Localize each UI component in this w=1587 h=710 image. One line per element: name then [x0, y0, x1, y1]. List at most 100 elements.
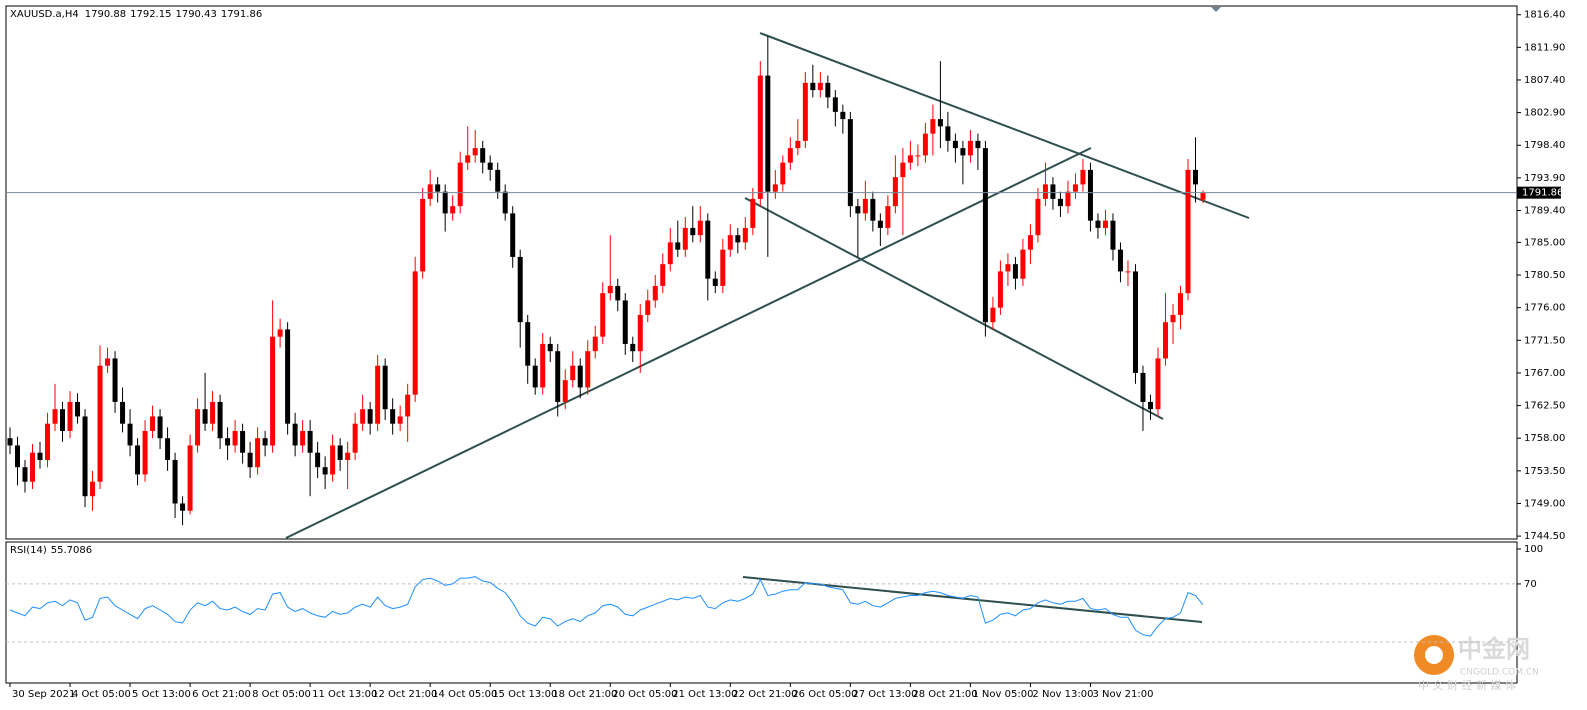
candle-body — [345, 452, 351, 460]
candle-body — [315, 452, 321, 468]
candle-body — [1140, 372, 1146, 402]
y-tick-label: 1793.90 — [1524, 173, 1565, 184]
candle-body — [727, 235, 733, 250]
candle-body — [195, 409, 201, 446]
y-tick-label: 1753.50 — [1524, 466, 1565, 477]
candle-body — [307, 430, 313, 453]
candle-body — [870, 198, 876, 221]
candle-body — [1117, 249, 1123, 272]
candle-body — [585, 351, 591, 388]
candle-body — [247, 452, 253, 468]
candle-body — [22, 467, 28, 482]
candle-body — [847, 119, 853, 207]
y-tick-label: 1758.00 — [1524, 433, 1565, 444]
candle-body — [645, 300, 651, 315]
candle-body — [1080, 169, 1086, 185]
candle-body — [45, 423, 51, 460]
candle-body — [255, 438, 261, 468]
candle-body — [465, 155, 471, 163]
high: 1792.15 — [130, 9, 171, 20]
candle-body — [660, 264, 666, 286]
candle-body — [1057, 198, 1063, 207]
candle-body — [180, 503, 186, 511]
chart-header: XAUUSD.a,H4 1790.88 1792.15 1790.43 1791.86 — [10, 9, 262, 20]
candle-body — [435, 184, 441, 192]
symbol: XAUUSD.a,H4 — [10, 9, 79, 20]
candle-body — [285, 329, 291, 424]
candle-body — [1132, 271, 1138, 373]
x-tick-label: 22 Oct 21:00 — [732, 689, 797, 700]
candle-body — [97, 365, 103, 482]
candle-body — [817, 82, 823, 91]
candle-body — [720, 249, 726, 286]
trendline — [742, 576, 1203, 623]
candle-body — [705, 220, 711, 279]
candle-body — [450, 206, 456, 214]
close: 1791.86 — [221, 9, 262, 20]
candle-body — [975, 140, 981, 149]
candle-body — [652, 285, 658, 301]
candle-body — [1185, 169, 1191, 294]
candle-body — [165, 438, 171, 460]
candle-body — [562, 380, 568, 402]
x-tick-label: 12 Oct 21:00 — [372, 689, 437, 700]
candle-body — [1125, 271, 1131, 273]
candle-body — [832, 97, 838, 112]
candle-body — [525, 322, 531, 366]
candle-body — [172, 459, 178, 504]
rsi-value: 55.7086 — [51, 545, 92, 556]
candle-body — [322, 467, 328, 475]
candle-body — [217, 401, 223, 439]
candle-body — [1095, 220, 1101, 228]
candle-body — [892, 177, 898, 207]
candle-body — [472, 148, 478, 156]
candle-body — [682, 227, 688, 250]
candle-body — [735, 235, 741, 243]
candle-body — [855, 206, 861, 214]
candle-body — [630, 343, 636, 352]
candle-body — [487, 162, 493, 170]
y-tick-label: 1749.00 — [1524, 498, 1565, 509]
candle-body — [765, 75, 771, 192]
candle-body — [877, 220, 883, 228]
candle-body — [480, 148, 486, 163]
candle-body — [532, 365, 538, 388]
rsi-header: RSI(14) 55.7086 — [10, 545, 92, 556]
candle-body — [862, 198, 868, 214]
candle-body — [1027, 235, 1033, 250]
candle-body — [600, 293, 606, 337]
candle-body — [495, 169, 501, 192]
candle-body — [337, 445, 343, 460]
y-tick-label: 1811.90 — [1524, 42, 1565, 53]
x-tick-label: 30 Sep 2021 — [12, 689, 75, 700]
candle-body — [427, 184, 433, 199]
candle-body — [300, 430, 306, 446]
rsi-name: RSI(14) — [10, 545, 47, 556]
candle-body — [15, 445, 21, 468]
y-tick-label: 1816.40 — [1524, 10, 1565, 21]
candle-body — [555, 351, 561, 402]
candle-body — [390, 409, 396, 424]
main-panel — [5, 5, 1518, 540]
trendline — [759, 32, 1250, 219]
candle-body — [825, 82, 831, 98]
rsi-panel — [5, 541, 1518, 684]
watermark: 中金网 CNGOLD.COM.CN 中 文 财 经 新 媒 体 — [1414, 635, 1539, 692]
candle-body — [277, 329, 283, 337]
x-tick-label: 21 Oct 13:00 — [672, 689, 737, 700]
price-tag-label: 1791.86 — [1522, 188, 1563, 199]
candle-body — [697, 220, 703, 236]
candle-body — [615, 285, 621, 301]
y-tick-label: 1776.00 — [1524, 303, 1565, 314]
low: 1790.43 — [175, 9, 216, 20]
candle-body — [112, 358, 118, 402]
candle-body — [810, 82, 816, 91]
candle-body — [795, 140, 801, 149]
candle-body — [352, 423, 358, 453]
candle-body — [457, 162, 463, 207]
candle-body — [750, 198, 756, 228]
candle-body — [1147, 401, 1153, 410]
candle-body — [1035, 198, 1041, 236]
y-tick-label: 70 — [1524, 579, 1537, 590]
candle-body — [1072, 184, 1078, 192]
